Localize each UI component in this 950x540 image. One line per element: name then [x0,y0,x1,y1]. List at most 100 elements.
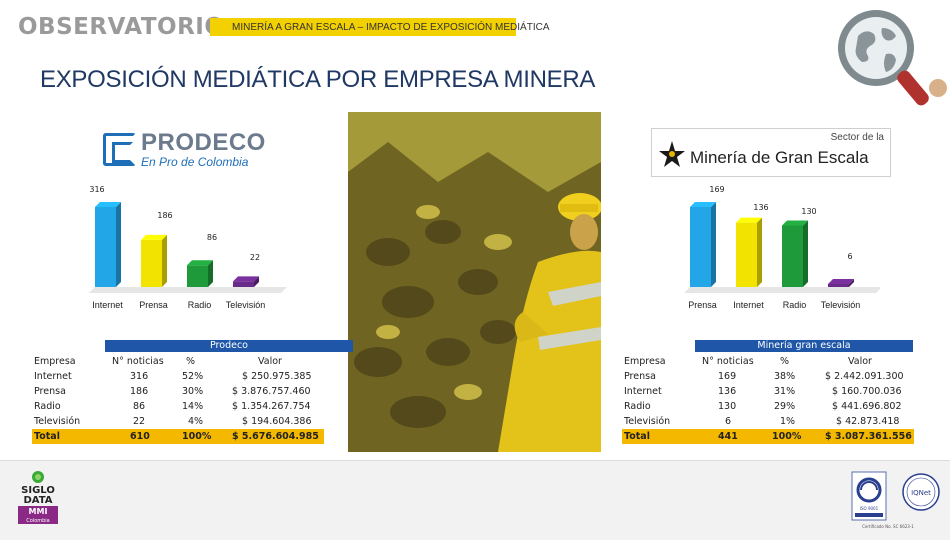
tick-label: Radio [188,300,212,310]
cell-porcentaje: 31% [774,386,796,397]
cell-valor: $ 3.087.361.556 [825,431,912,442]
tick-label: Prensa [139,300,168,310]
bar-front [782,225,803,287]
cell-noticias: 130 [718,401,737,412]
mineria-name: Minería de Gran Escala [690,148,869,167]
bar-front [233,281,254,287]
cell-valor: $ 441.696.802 [832,401,902,412]
cell-valor: $ 42.873.418 [836,416,900,427]
certificate-number: Certificado No. SC 6623-1 [862,524,914,529]
cell-empresa: Total [624,431,650,442]
table-caption: Minería gran escala [695,340,913,352]
bar-radio [782,220,808,287]
data-label: 186 [157,211,172,220]
data-label: 130 [801,207,816,216]
bar-televisión [233,276,259,287]
bar-front [828,284,849,287]
cell-noticias: 169 [718,371,737,382]
cell-empresa: Internet [624,386,662,397]
bar-internet [95,202,121,287]
cell-empresa: Televisión [34,416,81,427]
bar-front [736,222,757,287]
data-label: 86 [207,233,217,242]
bar-front [690,207,711,287]
cell-porcentaje: 4% [188,416,204,427]
mineria-logo: Sector de la Minería de Gran Escala [651,128,891,177]
cell-valor: $ 1.354.267.754 [232,401,311,412]
mining-worker-photo [348,112,601,452]
bar-side [208,260,213,287]
tick-label: Internet [733,300,764,310]
bar-side [803,220,808,287]
siglo-line1: SIGLO [21,485,55,496]
prodeco-tagline: En Pro de Colombia [141,155,249,169]
cell-noticias: 136 [718,386,737,397]
cell-valor: $ 194.604.386 [242,416,312,427]
header-noticias: N° noticias [112,356,164,367]
bar-side [254,276,259,287]
star-icon [659,141,685,167]
iqnet-label: IQNet [911,489,931,497]
cell-noticias: 6 [725,416,732,427]
table-row: Televisión 6 1% $ 42.873.418 [622,414,914,429]
cell-empresa: Prensa [34,386,66,397]
bar-side [162,234,167,287]
header-porcentaje: % [780,356,790,367]
cell-valor: $ 5.676.604.985 [232,431,319,442]
bar-front [95,207,116,287]
data-label: 136 [753,203,768,212]
cell-porcentaje: 1% [780,416,796,427]
bar-side [711,202,716,287]
table-total-row: Total 441 100% $ 3.087.361.556 [622,429,914,444]
header-accent-bar [210,18,516,36]
certification-seals: ISO 9001 IQNet Certificado No. SC 6623-1 [851,471,940,529]
table-row: Prensa 186 30% $ 3.876.757.460 [32,384,324,399]
siglo-data-logo: SIGLO DATA MMI Colombia [18,471,58,524]
header-empresa: Empresa [34,356,76,367]
bar-side [849,279,854,287]
cell-valor: $ 3.876.757.460 [232,386,311,397]
prodeco-table: Prodeco Empresa N° noticias % Valor Inte… [32,340,353,445]
chart-floor [684,287,880,293]
mineria-table: Minería gran escala Empresa N° noticias … [622,340,914,445]
cell-valor: $ 2.442.091.300 [825,371,904,382]
header-noticias: N° noticias [702,356,754,367]
cell-porcentaje: 14% [182,401,204,412]
observatorio-logo: OBSERVATORIO [18,14,225,40]
data-label: 169 [709,185,724,194]
prodeco-mark-icon [103,133,136,166]
chart-floor [89,287,287,293]
table-header-row: Empresa N° noticias % Valor [32,354,324,369]
bar-prensa [141,234,167,287]
bar-front [187,265,208,287]
cell-porcentaje: 100% [182,431,212,442]
tick-label: Internet [92,300,123,310]
iso-label: ISO 9001 [860,506,879,511]
table-caption: Prodeco [105,340,353,352]
data-label: 316 [89,185,104,194]
bar-top [736,217,762,223]
header-valor: Valor [258,356,282,367]
cell-noticias: 441 [718,431,738,442]
table-row: Radio 86 14% $ 1.354.267.754 [32,399,324,414]
bar-side [116,202,121,287]
prodeco-media-chart: 316 Internet 186 Prensa 86 Radio 22 Televisión [70,180,340,315]
prodeco-logo: PRODECO En Pro de Colombia [103,129,278,173]
bar-internet [736,217,762,287]
mineria-sector-label: Sector de la [830,132,884,143]
magnifier-globe-icon [838,10,947,106]
bar-side [757,217,762,287]
cell-porcentaje: 52% [182,371,204,382]
bar-top [233,276,259,282]
bar-top [782,220,808,226]
table-header-row: Empresa N° noticias % Valor [622,354,914,369]
data-label: 6 [847,252,852,261]
cell-noticias: 186 [130,386,149,397]
cell-porcentaje: 38% [774,371,796,382]
cell-porcentaje: 100% [772,431,802,442]
table-row: Radio 130 29% $ 441.696.802 [622,399,914,414]
tick-label: Televisión [821,300,861,310]
siglo-line2: DATA [23,495,52,506]
page-title: EXPOSICIÓN MEDIÁTICA POR EMPRESA MINERA [40,66,596,93]
bar-radio [187,260,213,287]
